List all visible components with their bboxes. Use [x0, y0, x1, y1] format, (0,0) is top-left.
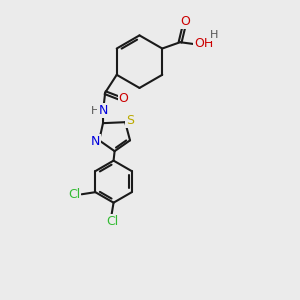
- Text: N: N: [90, 135, 100, 148]
- Text: H: H: [210, 31, 219, 40]
- Text: H: H: [91, 106, 99, 116]
- Text: OH: OH: [194, 37, 214, 50]
- Text: O: O: [118, 92, 128, 106]
- Text: Cl: Cl: [68, 188, 80, 201]
- Text: O: O: [180, 15, 190, 28]
- Text: Cl: Cl: [106, 215, 119, 228]
- Text: S: S: [126, 114, 134, 127]
- Text: N: N: [98, 104, 108, 117]
